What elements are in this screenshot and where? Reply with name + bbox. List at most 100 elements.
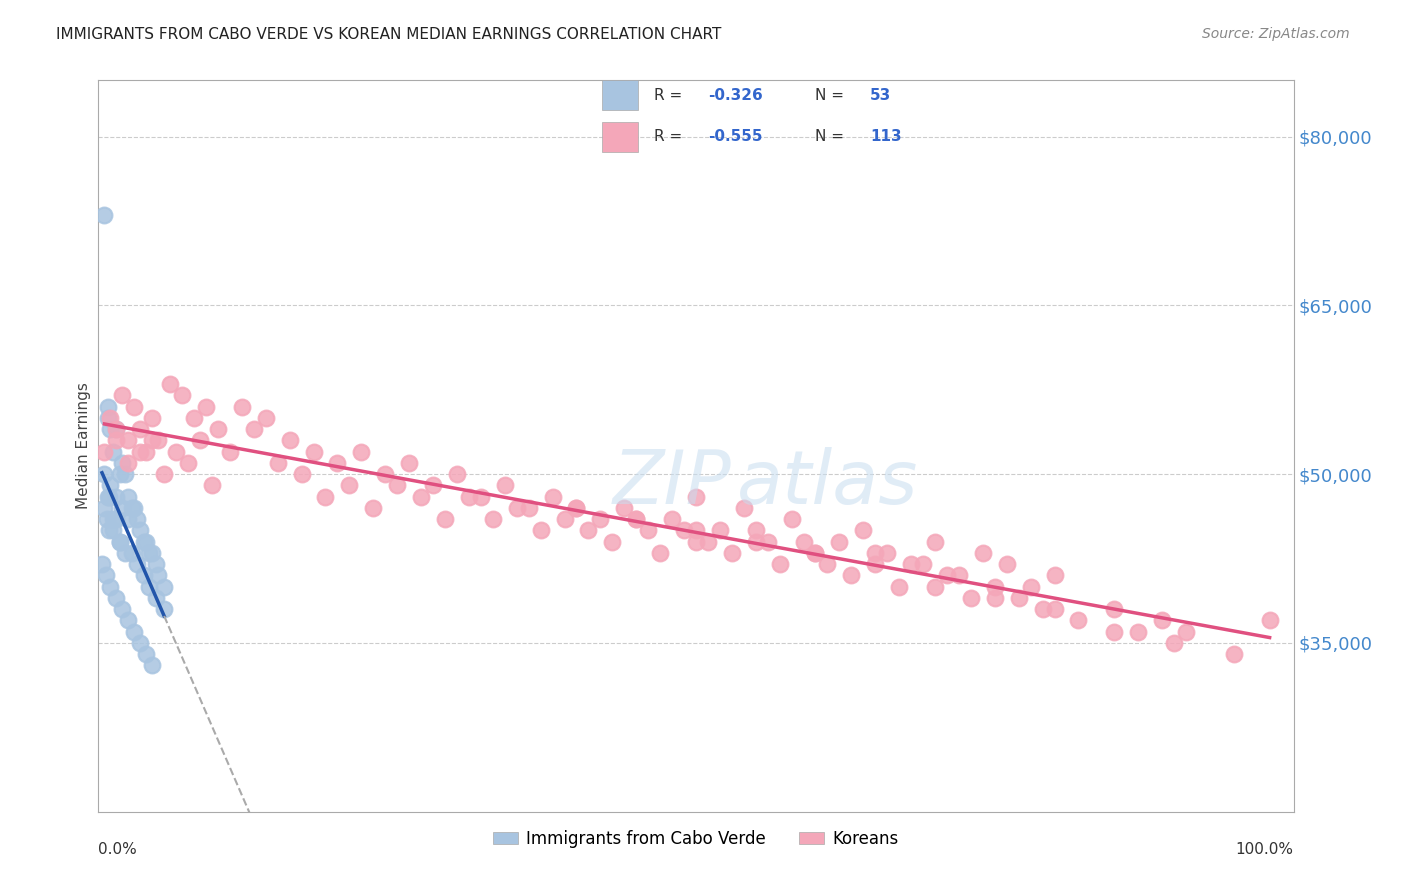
Point	[458, 490, 481, 504]
Point	[793, 534, 815, 549]
Text: N =: N =	[815, 129, 849, 144]
Point	[494, 478, 516, 492]
Point	[98, 580, 122, 594]
Point	[481, 512, 505, 526]
Point	[105, 512, 128, 526]
Point	[219, 444, 242, 458]
Point	[721, 546, 744, 560]
Point	[984, 580, 1007, 594]
Point	[326, 456, 349, 470]
Point	[291, 467, 314, 482]
Point	[278, 434, 301, 448]
Y-axis label: Median Earnings: Median Earnings	[76, 383, 91, 509]
Point	[93, 467, 115, 482]
Text: 53: 53	[870, 88, 891, 103]
Point	[207, 422, 229, 436]
Point	[924, 534, 946, 549]
Point	[101, 524, 124, 538]
Point	[108, 534, 131, 549]
Point	[865, 546, 887, 560]
Point	[554, 512, 576, 526]
Text: -0.326: -0.326	[709, 88, 763, 103]
Point	[1163, 636, 1185, 650]
Point	[315, 490, 337, 504]
Point	[339, 478, 361, 492]
Point	[153, 580, 176, 594]
Point	[111, 456, 134, 470]
Point	[889, 580, 911, 594]
Point	[132, 568, 155, 582]
Text: N =: N =	[815, 88, 849, 103]
Point	[637, 524, 659, 538]
Text: ZIP: ZIP	[613, 447, 731, 518]
Point	[148, 434, 170, 448]
Point	[98, 490, 121, 504]
Point	[648, 546, 672, 560]
Point	[995, 557, 1018, 571]
Point	[697, 534, 720, 549]
Point	[96, 512, 118, 526]
Point	[924, 580, 946, 594]
Point	[1043, 568, 1066, 582]
Point	[117, 490, 139, 504]
Point	[108, 467, 131, 482]
Bar	[602, 122, 638, 152]
Point	[865, 557, 887, 571]
Point	[685, 490, 707, 504]
Point	[129, 524, 152, 538]
Text: R =: R =	[654, 88, 686, 103]
Text: 113: 113	[870, 129, 901, 144]
Point	[1043, 602, 1066, 616]
Point	[141, 546, 163, 560]
Point	[97, 400, 120, 414]
Point	[900, 557, 922, 571]
Point	[93, 444, 115, 458]
Point	[98, 478, 122, 492]
Text: R =: R =	[654, 129, 686, 144]
Point	[745, 524, 768, 538]
Point	[135, 534, 157, 549]
Point	[841, 568, 863, 582]
Point	[1152, 614, 1174, 628]
Point	[105, 490, 128, 504]
Point	[626, 512, 648, 526]
Point	[565, 500, 588, 515]
Point	[673, 524, 696, 538]
Point	[98, 524, 121, 538]
Text: 100.0%: 100.0%	[1236, 842, 1294, 857]
Point	[165, 444, 187, 458]
Point	[446, 467, 468, 482]
Point	[148, 568, 170, 582]
Point	[350, 444, 373, 458]
Point	[132, 534, 155, 549]
Point	[135, 444, 157, 458]
Point	[177, 456, 200, 470]
Point	[231, 400, 253, 414]
Point	[613, 500, 636, 515]
Point	[434, 512, 457, 526]
Point	[195, 400, 218, 414]
Point	[984, 591, 1007, 605]
Point	[398, 456, 420, 470]
Point	[876, 546, 898, 560]
Point	[1067, 614, 1090, 628]
Point	[960, 591, 983, 605]
Point	[1128, 624, 1150, 639]
Point	[302, 444, 325, 458]
Point	[756, 534, 779, 549]
Point	[105, 434, 128, 448]
Point	[172, 388, 194, 402]
Point	[911, 557, 934, 571]
Point	[685, 524, 707, 538]
Point	[517, 500, 540, 515]
Text: atlas: atlas	[737, 447, 918, 518]
Bar	[602, 80, 638, 110]
Point	[141, 658, 163, 673]
Point	[125, 512, 148, 526]
Point	[530, 524, 553, 538]
Point	[565, 500, 588, 515]
Point	[91, 557, 114, 571]
Point	[804, 546, 827, 560]
Point	[804, 546, 827, 560]
Point	[145, 591, 167, 605]
